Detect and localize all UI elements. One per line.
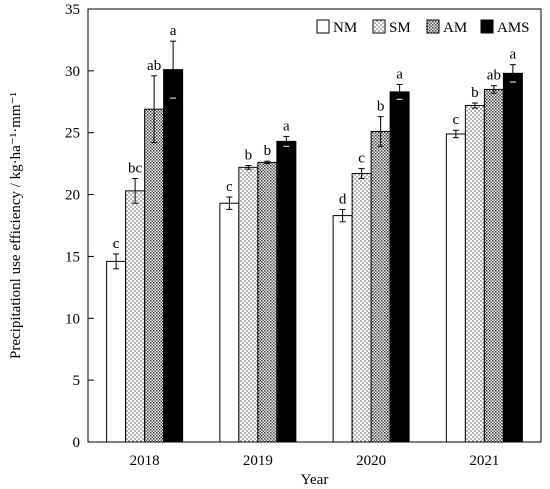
y-tick-label: 30 [65, 64, 80, 80]
bar-ams-2019 [276, 140, 297, 443]
significance-letter: a [510, 47, 517, 63]
y-tick-label: 0 [73, 435, 81, 451]
bar-am-2020 [370, 130, 391, 443]
legend-swatch-sm [372, 19, 386, 34]
x-axis-title: Year [301, 472, 329, 488]
y-tick-label: 15 [65, 249, 80, 265]
x-tick-label: 2021 [469, 453, 499, 469]
plot-area [87, 8, 542, 443]
significance-letter: a [170, 23, 177, 39]
legend-swatch-am [426, 19, 440, 34]
significance-letter: b [245, 147, 253, 163]
y-tick-label: 35 [65, 2, 80, 18]
bar-am-2021 [483, 88, 504, 443]
legend: NM SM AM AMS [316, 19, 530, 36]
y-tick-label: 10 [65, 311, 80, 327]
significance-letter: b [377, 99, 385, 115]
significance-letter: c [453, 112, 460, 128]
legend-swatch-ams [480, 19, 494, 34]
y-axis-title: Precipitationl use efficiency / kg·ha⁻¹·… [8, 92, 24, 359]
bar-nm-2021 [445, 133, 466, 443]
bar-am-2018 [144, 108, 165, 443]
significance-letter: a [396, 66, 403, 82]
significance-letter: b [471, 85, 479, 101]
significance-letter: c [113, 236, 120, 252]
bar-ams-2021 [502, 72, 523, 443]
x-axis: 2018 2019 2020 2021 [130, 436, 499, 469]
legend-swatch-nm [316, 19, 330, 34]
bar-ams-2020 [389, 91, 410, 443]
bar-nm-2019 [219, 202, 240, 443]
significance-letter: c [358, 151, 365, 167]
bar-sm-2019 [238, 166, 259, 443]
bar-sm-2021 [464, 104, 485, 443]
significance-letter: a [283, 118, 290, 134]
significance-letter: b [264, 143, 272, 159]
legend-label-sm: SM [389, 20, 411, 36]
x-tick-label: 2018 [130, 453, 160, 469]
x-tick-label: 2019 [243, 453, 273, 469]
bar-sm-2020 [351, 173, 372, 443]
legend-label-ams: AMS [497, 20, 530, 36]
legend-label-am: AM [443, 20, 467, 36]
significance-letter: bc [128, 160, 143, 176]
plot-frame [87, 8, 542, 443]
y-tick-label: 20 [65, 188, 80, 204]
bar-nm-2020 [332, 215, 353, 443]
bar-sm-2018 [125, 190, 146, 443]
bar-am-2019 [257, 161, 278, 443]
y-tick-label: 5 [73, 373, 81, 389]
y-axis: 0 5 10 15 20 25 30 35 [65, 2, 94, 451]
x-tick-label: 2020 [356, 453, 386, 469]
significance-letter: ab [487, 68, 501, 84]
significance-letter: c [226, 179, 233, 195]
bar-ams-2018 [163, 69, 184, 443]
bar-nm-2018 [106, 260, 127, 443]
significance-letter: ab [147, 58, 161, 74]
legend-label-nm: NM [333, 20, 357, 36]
significance-letter: d [339, 191, 347, 207]
y-tick-label: 25 [65, 126, 80, 142]
